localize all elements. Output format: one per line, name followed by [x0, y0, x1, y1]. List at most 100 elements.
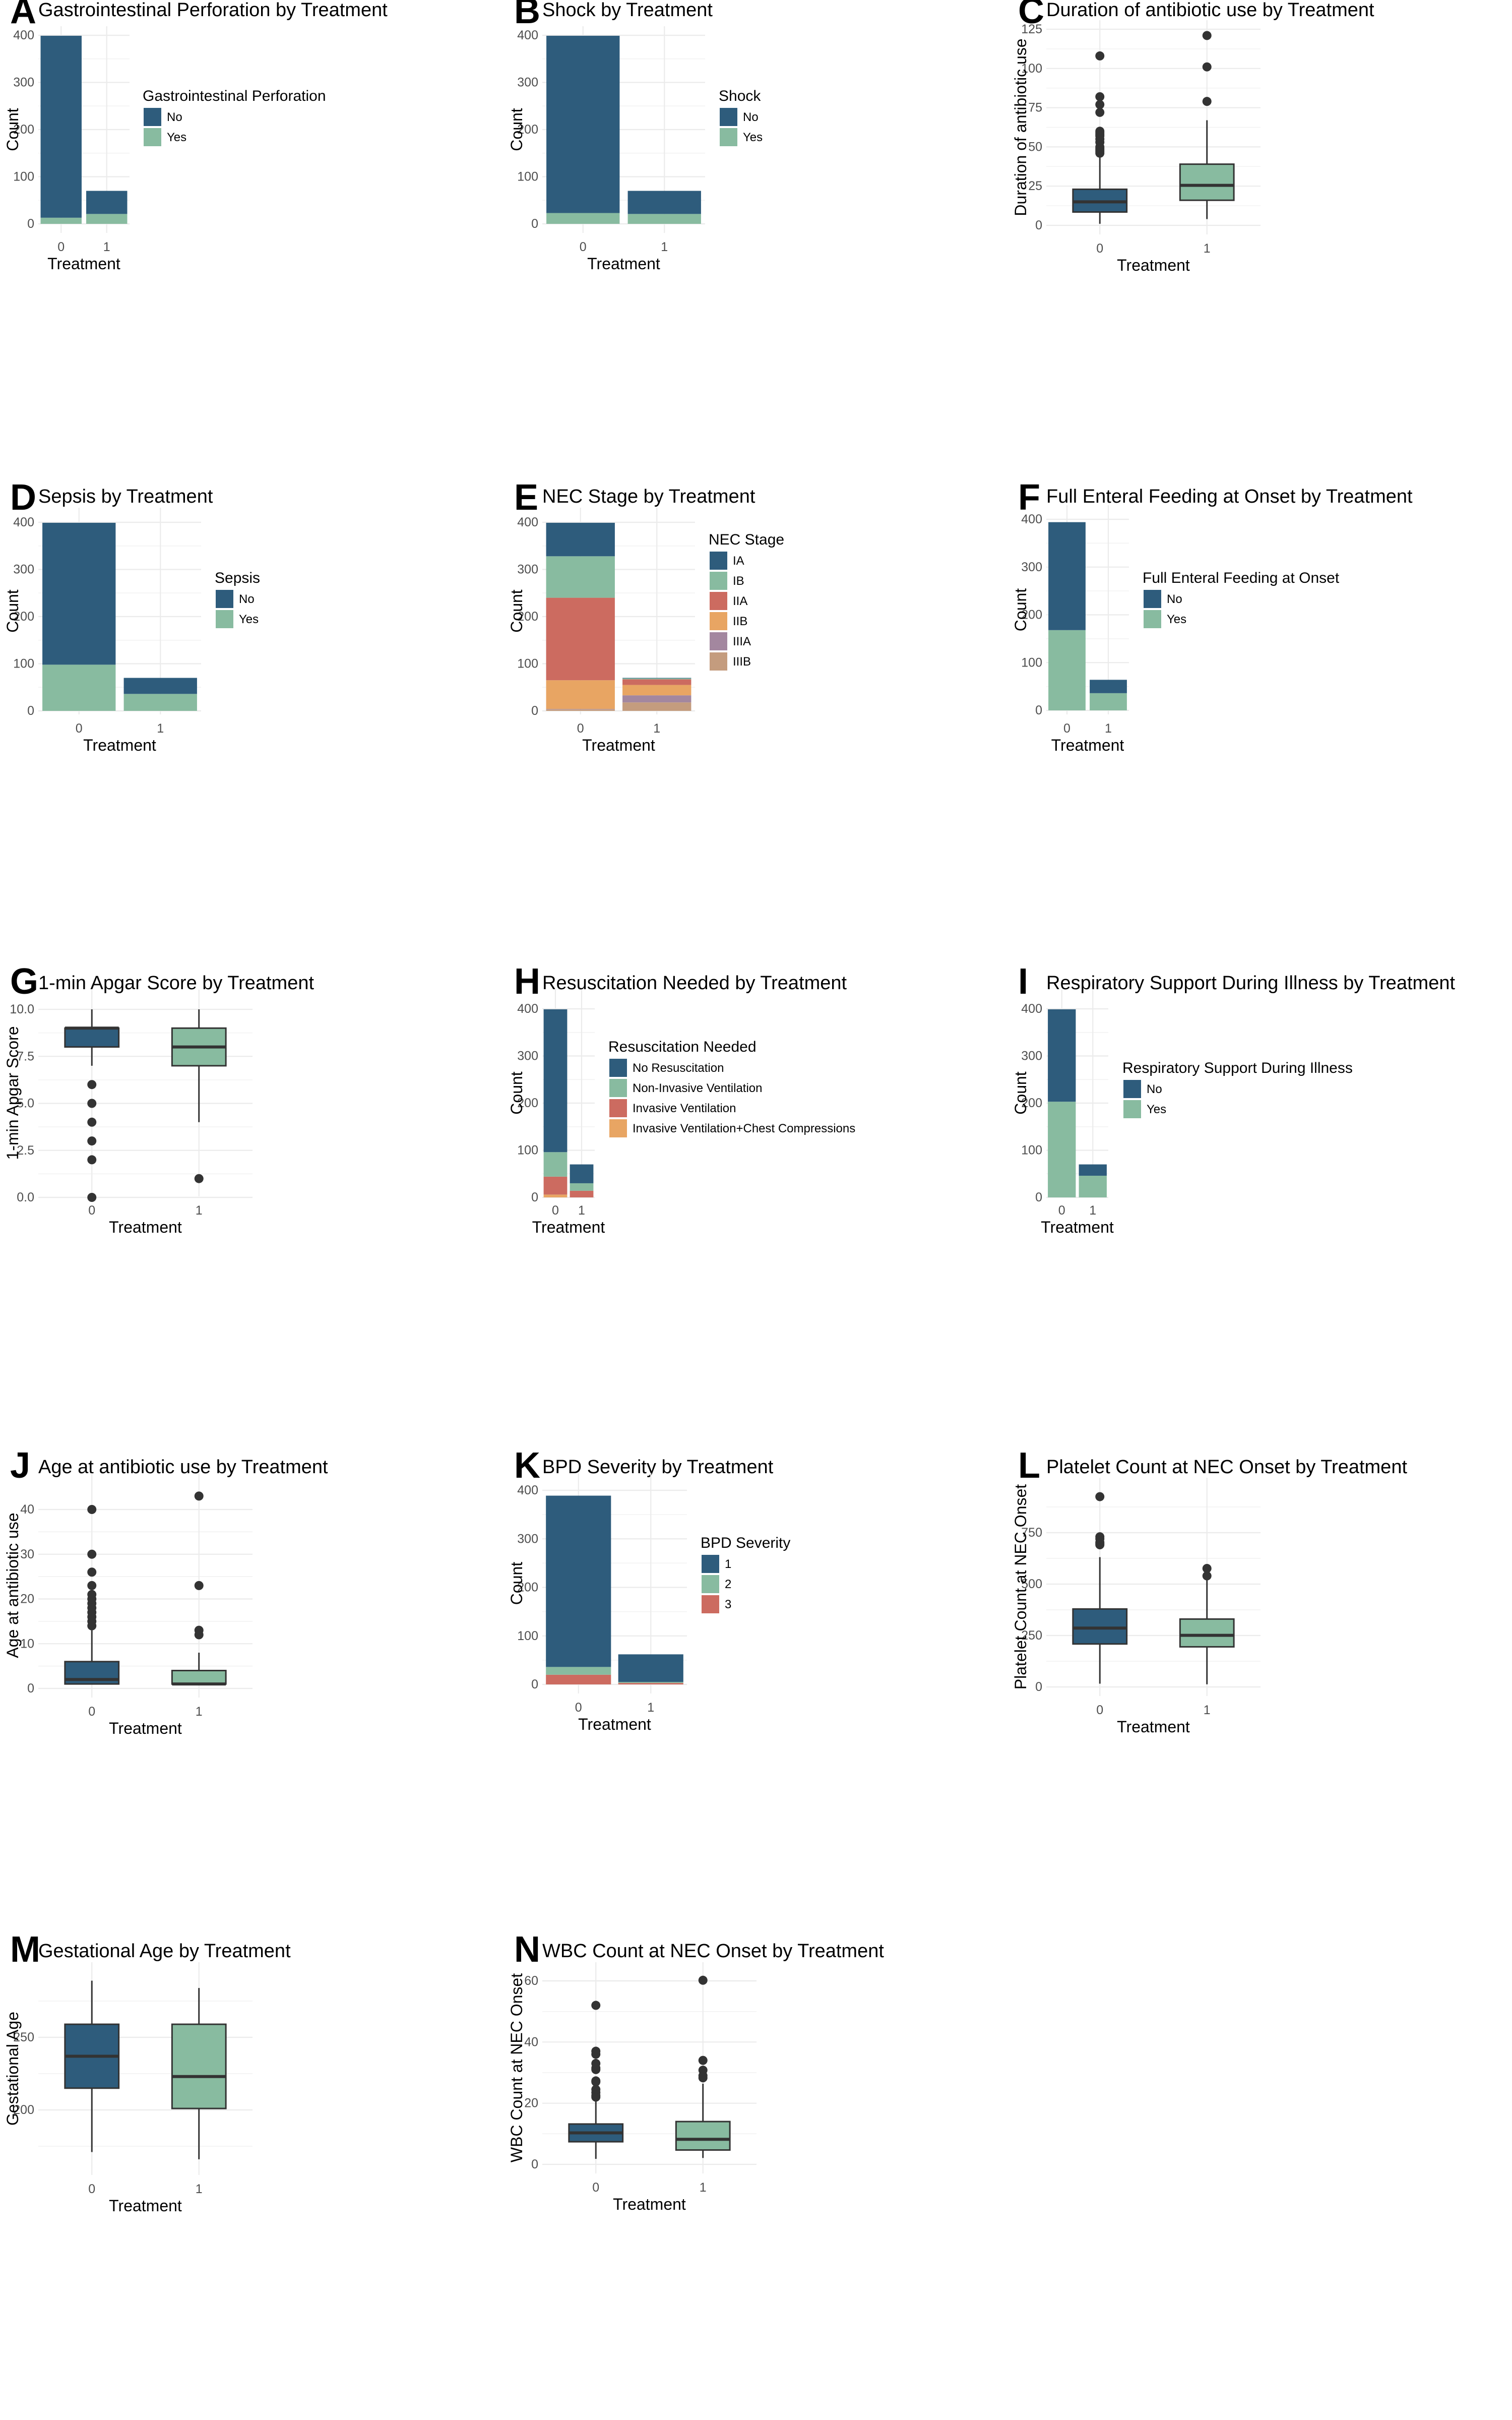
outlier-point [194, 1174, 204, 1183]
y-tick-label: 300 [517, 1049, 538, 1063]
outlier-point [87, 1099, 97, 1108]
panel-letter: G [10, 961, 38, 1002]
y-tick-label: 200 [517, 123, 538, 137]
legend-item: Yes [216, 610, 259, 628]
box-iqr [1072, 1608, 1128, 1645]
legend-swatch [702, 1595, 719, 1613]
legend-title: Resuscitation Needed [608, 1039, 757, 1055]
y-axis-title: 1-min Apgar Score [4, 1026, 22, 1160]
panel-title: Shock by Treatment [542, 0, 713, 21]
legend-swatch [609, 1099, 627, 1117]
bar-segment [627, 191, 701, 214]
panel-letter: N [514, 1929, 540, 1970]
boxes [1072, 1492, 1235, 1684]
box-iqr [1179, 1618, 1235, 1648]
y-axis-title: Count [4, 589, 22, 633]
legend: NEC Stage IA IB IIA IIB IIIA IIIB [709, 531, 784, 671]
outlier-point [194, 1581, 204, 1590]
y-tick-label: 100 [1021, 1143, 1042, 1158]
y-tick-label: 100 [517, 1629, 538, 1643]
legend-title: Full Enteral Feeding at Onset [1143, 570, 1340, 586]
y-tick-label: 400 [517, 515, 538, 529]
panel-title: Gastrointestinal Perforation by Treatmen… [38, 0, 388, 21]
bars [546, 522, 691, 711]
y-tick-label: 400 [1021, 1002, 1042, 1016]
legend-swatch [702, 1555, 719, 1573]
legend-item: Yes [1123, 1100, 1166, 1118]
legend-label: Non-Invasive Ventilation [633, 1081, 762, 1095]
legend-label: No [167, 110, 182, 124]
y-axis-title: Platelet Count at NEC Onset [1012, 1484, 1030, 1689]
y-axis-title: Count [1012, 1071, 1030, 1115]
panel-letter: K [514, 1445, 540, 1486]
y-tick-label: 300 [517, 563, 538, 577]
bars [42, 522, 197, 711]
y-tick-label: 0 [1035, 703, 1042, 717]
panel-letter: I [1018, 961, 1028, 1002]
panel-title: BPD Severity by Treatment [542, 1457, 774, 1478]
outlier-point [1202, 1571, 1212, 1581]
panel-title: Resuscitation Needed by Treatment [542, 973, 847, 994]
bar-segment [618, 1682, 683, 1683]
x-tick-label: 0 [88, 1203, 95, 1218]
x-axis-title: Treatment [1117, 1718, 1190, 1736]
outlier-point [1095, 1492, 1105, 1501]
bar-segment [1048, 1009, 1076, 1102]
legend: Resuscitation Needed No Resuscitation Non-… [608, 1039, 855, 1137]
y-tick-label: 100 [13, 657, 34, 671]
bar-segment [543, 1009, 568, 1153]
bar-segment [570, 1183, 594, 1191]
x-tick-label: 1 [700, 2181, 707, 2195]
x-axis-title: Treatment [1041, 1218, 1114, 1236]
panel-c: C Duration of antibiotic use by Treatment… [1012, 0, 1374, 274]
panel-a: A Gastrointestinal Perforation by Treatme… [4, 0, 388, 273]
y-tick-label: 300 [13, 76, 34, 90]
bar-segment [40, 35, 82, 218]
legend-swatch [1123, 1080, 1141, 1098]
outlier-point [87, 1505, 97, 1514]
y-tick-label: 7.5 [17, 1049, 34, 1063]
x-axis-title: Treatment [582, 736, 655, 754]
x-axis-title: Treatment [1117, 256, 1190, 274]
bar-segment [546, 680, 615, 709]
panel-letter: H [514, 961, 540, 1002]
legend-label: IA [733, 554, 744, 568]
legend: Full Enteral Feeding at Onset No Yes [1143, 570, 1340, 628]
legend-title: Gastrointestinal Perforation [143, 88, 326, 104]
legend-label: Yes [1147, 1103, 1166, 1116]
boxes [1072, 31, 1235, 224]
bar-segment [622, 678, 691, 680]
outlier-point [698, 2055, 708, 2065]
x-axis-title: Treatment [83, 736, 156, 754]
outlier-point [698, 1975, 708, 1985]
legend-swatch [710, 612, 727, 630]
x-axis-title: Treatment [109, 1218, 182, 1236]
bar-segment [42, 664, 116, 711]
y-tick-label: 0 [1035, 1680, 1042, 1694]
y-tick-label: 0 [27, 1681, 34, 1696]
y-tick-label: 100 [517, 1143, 538, 1158]
legend-item: No [144, 108, 182, 126]
bars [546, 35, 701, 224]
y-tick-label: 60 [524, 1974, 538, 1988]
y-tick-label: 0 [1035, 218, 1042, 232]
y-tick-label: 300 [1021, 1049, 1042, 1063]
panel-letter: F [1018, 477, 1040, 518]
y-axis-title: Duration of antibiotic use [1012, 38, 1030, 216]
panel-l: L Platelet Count at NEC Onset by Treatmen… [1012, 1445, 1407, 1736]
outlier-point [591, 2059, 601, 2068]
legend: BPD Severity 1 2 3 [701, 1535, 790, 1613]
y-tick-label: 200 [13, 123, 34, 137]
box-group-1 [171, 1009, 227, 1183]
legend: Respiratory Support During Illness No Yes [1122, 1060, 1353, 1118]
legend-swatch [216, 610, 233, 628]
y-tick-label: 200 [1021, 608, 1042, 622]
x-tick-label: 0 [88, 1705, 95, 1719]
bar-segment [86, 191, 128, 214]
box-iqr [171, 2023, 227, 2109]
legend-item: Invasive Ventilation+Chest Compressions [609, 1119, 855, 1137]
boxes [64, 1009, 227, 1202]
panel-title: Full Enteral Feeding at Onset by Treatme… [1046, 486, 1413, 507]
bars [1048, 522, 1127, 710]
x-tick-label: 0 [1096, 241, 1103, 256]
